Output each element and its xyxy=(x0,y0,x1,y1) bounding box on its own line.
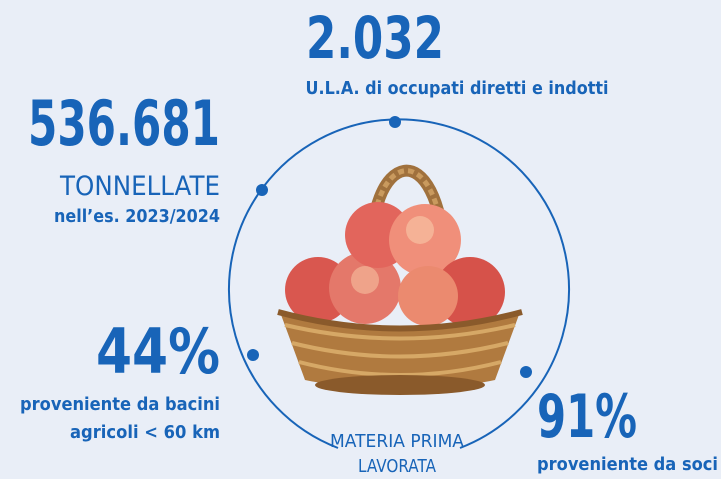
ring-dot xyxy=(256,184,268,196)
ring-dot xyxy=(389,116,401,128)
stat-unit: TONNELLATE xyxy=(59,171,220,202)
ring-dot xyxy=(520,366,532,378)
center-label: MATERIA PRIMA xyxy=(330,431,465,452)
stat-label: agricoli < 60 km xyxy=(70,422,220,443)
stat-label: proveniente da soci xyxy=(537,454,718,475)
stat-value: 91% xyxy=(537,382,637,452)
stat-label: nell’es. 2023/2024 xyxy=(54,206,220,227)
stat-value: 536.681 xyxy=(28,87,220,160)
ring-dot xyxy=(247,349,259,361)
stat-value: 2.032 xyxy=(306,4,444,72)
stat-label: U.L.A. di occupati diretti e indotti xyxy=(306,78,609,99)
stat-label: proveniente da bacini xyxy=(20,394,220,415)
basket-image xyxy=(277,164,523,395)
stat-value: 44% xyxy=(96,315,220,388)
center-label: LAVORATA xyxy=(358,456,437,477)
